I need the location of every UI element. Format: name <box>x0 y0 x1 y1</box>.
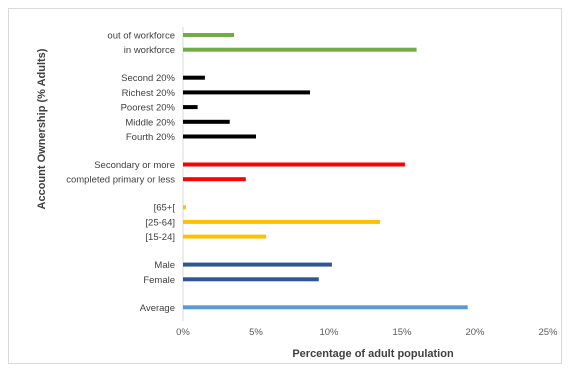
bar-15-24 <box>183 234 267 239</box>
x-axis-title: Percentage of adult population <box>292 348 454 360</box>
bar-secondary-or-more <box>183 162 405 167</box>
x-tick-label: 0% <box>176 327 190 338</box>
category-label: out of workforce <box>107 31 175 42</box>
bar-female <box>183 277 319 282</box>
category-label: in workforce <box>124 45 175 56</box>
bar-65 <box>183 205 186 210</box>
category-label: [25-64] <box>145 217 175 228</box>
category-label: completed primary or less <box>66 175 175 186</box>
category-label: Female <box>143 275 175 286</box>
x-tick-label: 15% <box>392 327 412 338</box>
category-label: Male <box>154 260 175 271</box>
bar-second-20 <box>183 75 205 80</box>
category-label: Poorest 20% <box>121 103 176 114</box>
plot-area: out of workforce in workforce Second 20% Ri… <box>66 27 558 338</box>
bar-out-of-workforce <box>183 33 235 37</box>
category-label: Richest 20% <box>122 88 176 99</box>
y-axis-title: Account Ownership (% Adults) <box>36 48 48 209</box>
bar-poorest-20 <box>183 105 198 110</box>
bar-average <box>183 305 468 310</box>
category-label: Fourth 20% <box>126 132 176 143</box>
bar-in-workforce <box>183 47 417 52</box>
bar-male <box>183 262 332 267</box>
x-tick-label: 25% <box>538 327 558 338</box>
bar-chart: Account Ownership (% Adults) Percentage … <box>36 27 558 360</box>
category-label: [15-24] <box>145 232 175 243</box>
category-label: Second 20% <box>121 73 175 84</box>
category-label: Secondary or more <box>94 160 175 171</box>
category-label: Middle 20% <box>125 117 175 128</box>
bar-completed-primary-or-less <box>183 177 246 182</box>
x-tick-label: 10% <box>319 327 339 338</box>
x-tick-label: 20% <box>465 327 485 338</box>
category-label: Average <box>140 303 175 314</box>
bar-25-64 <box>183 219 381 224</box>
x-tick-label: 5% <box>249 327 263 338</box>
bar-fourth-20 <box>183 134 256 139</box>
bar-middle-20 <box>183 119 230 124</box>
bar-richest-20 <box>183 90 311 95</box>
chart-frame: Account Ownership (% Adults) Percentage … <box>8 8 562 364</box>
category-label: [65+[ <box>154 203 176 214</box>
